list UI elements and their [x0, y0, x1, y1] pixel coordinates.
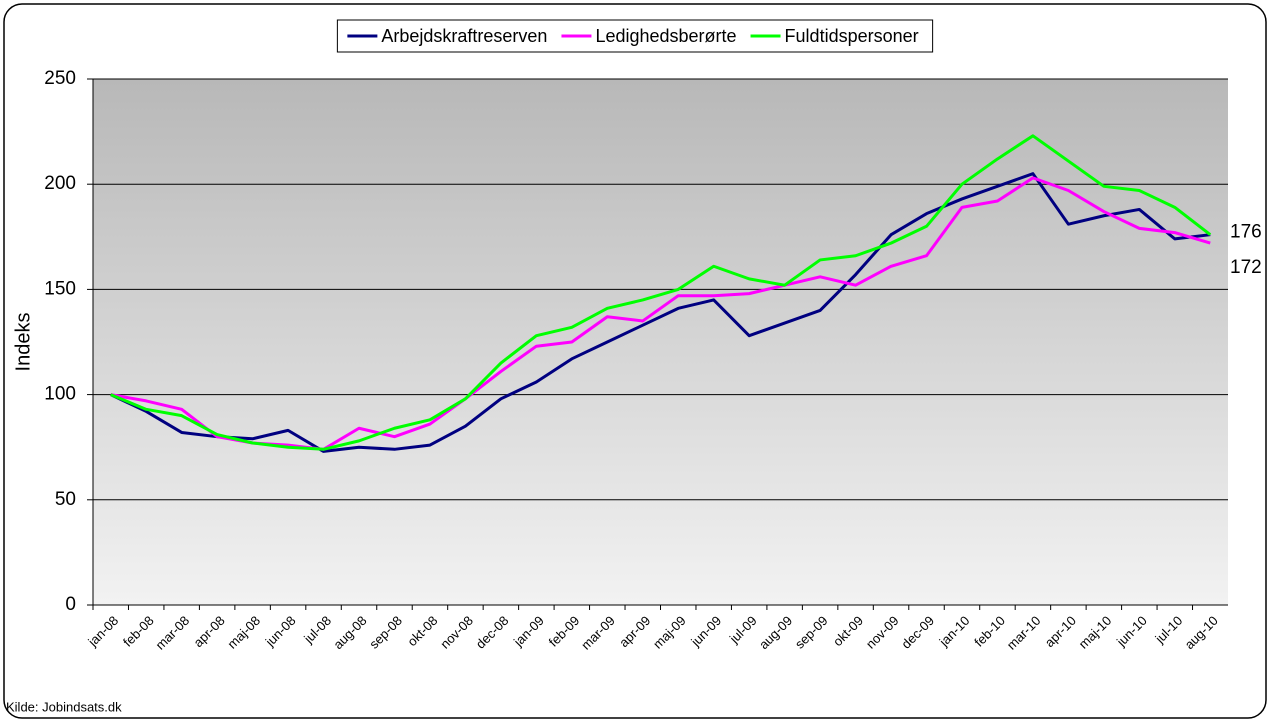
y-tick-label: 50	[55, 489, 76, 510]
y-tick-label: 100	[44, 384, 76, 405]
y-tick-label: 150	[44, 278, 76, 299]
legend-box	[336, 19, 934, 53]
legend-label: Ledighedsberørte	[595, 26, 736, 46]
legend-label: Arbejdskraftreserven	[381, 26, 547, 46]
series-line	[110, 172, 1211, 453]
y-tick-label: 250	[44, 68, 76, 89]
legend: Arbejdskraftreserven Ledighedsberørte Fuld…	[336, 19, 934, 53]
y-tick-label: 200	[44, 173, 76, 194]
legend-label: Fuldtidspersoner	[785, 26, 919, 46]
y-tick-label: 0	[65, 594, 76, 615]
y-axis-label: Indeks	[12, 313, 34, 372]
source: Kilde: Jobindsats.dk	[6, 699, 122, 714]
series-line	[110, 134, 1212, 451]
series-line	[110, 176, 1211, 451]
value-label: 172	[1230, 257, 1262, 278]
value-label: 176	[1230, 222, 1262, 243]
plot-area	[93, 79, 1228, 605]
